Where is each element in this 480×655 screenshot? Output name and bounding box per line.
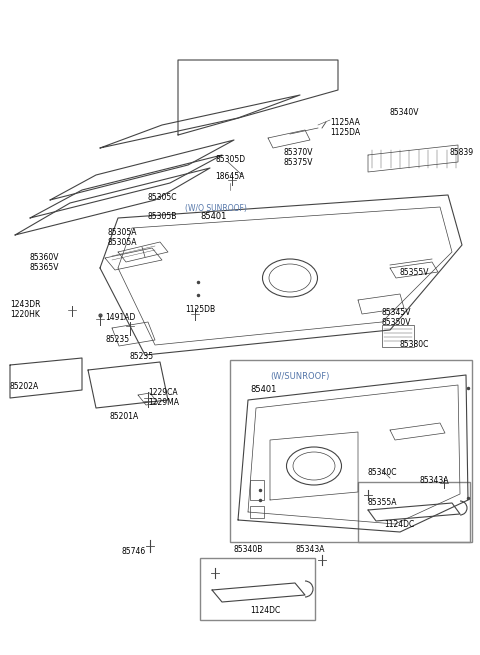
Text: 85355A: 85355A	[368, 498, 397, 507]
Text: 85305B: 85305B	[148, 212, 178, 221]
Text: 85355V: 85355V	[400, 268, 430, 277]
Text: 85343A: 85343A	[420, 476, 449, 485]
Text: 1229MA: 1229MA	[148, 398, 179, 407]
Text: 85365V: 85365V	[30, 263, 60, 272]
Text: 85235: 85235	[130, 352, 154, 361]
Text: 1124DC: 1124DC	[250, 606, 280, 615]
Bar	[250, 480, 264, 500]
Text: 85345V: 85345V	[382, 308, 411, 317]
Text: 85201A: 85201A	[110, 412, 139, 421]
Text: 1124DC: 1124DC	[384, 520, 414, 529]
Text: 1125DB: 1125DB	[185, 305, 215, 314]
Text: 85235: 85235	[105, 335, 129, 344]
Text: 85839: 85839	[450, 148, 474, 157]
Text: 85340B: 85340B	[234, 545, 264, 554]
Text: 1243DR: 1243DR	[10, 300, 40, 309]
Text: (W/O SUNROOF): (W/O SUNROOF)	[185, 204, 247, 213]
Text: 85305C: 85305C	[148, 193, 178, 202]
Text: 85380C: 85380C	[400, 340, 430, 349]
Text: 1491AD: 1491AD	[105, 313, 135, 322]
Text: 85202A: 85202A	[10, 382, 39, 391]
Bar	[382, 325, 414, 347]
Text: 85305D: 85305D	[215, 155, 245, 164]
Bar	[230, 360, 472, 542]
Text: 1125DA: 1125DA	[330, 128, 360, 137]
Bar	[200, 558, 315, 620]
Text: 85360V: 85360V	[30, 253, 60, 262]
Text: 85746: 85746	[122, 547, 146, 556]
Bar	[250, 506, 264, 518]
Text: 85343A: 85343A	[296, 545, 325, 554]
Text: 85340C: 85340C	[368, 468, 397, 477]
Text: (W/SUNROOF): (W/SUNROOF)	[270, 372, 329, 381]
Text: 1125AA: 1125AA	[330, 118, 360, 127]
Text: 1229CA: 1229CA	[148, 388, 178, 397]
Text: 85350V: 85350V	[382, 318, 411, 327]
Text: 85401: 85401	[250, 385, 276, 394]
Text: 85375V: 85375V	[283, 158, 312, 167]
Text: 85305A: 85305A	[108, 228, 137, 237]
Bar	[358, 482, 470, 542]
Text: 85401: 85401	[200, 212, 227, 221]
Text: 85370V: 85370V	[283, 148, 312, 157]
Text: 85305A: 85305A	[108, 238, 137, 247]
Text: 85340V: 85340V	[390, 108, 420, 117]
Text: 18645A: 18645A	[215, 172, 244, 181]
Text: 1220HK: 1220HK	[10, 310, 40, 319]
